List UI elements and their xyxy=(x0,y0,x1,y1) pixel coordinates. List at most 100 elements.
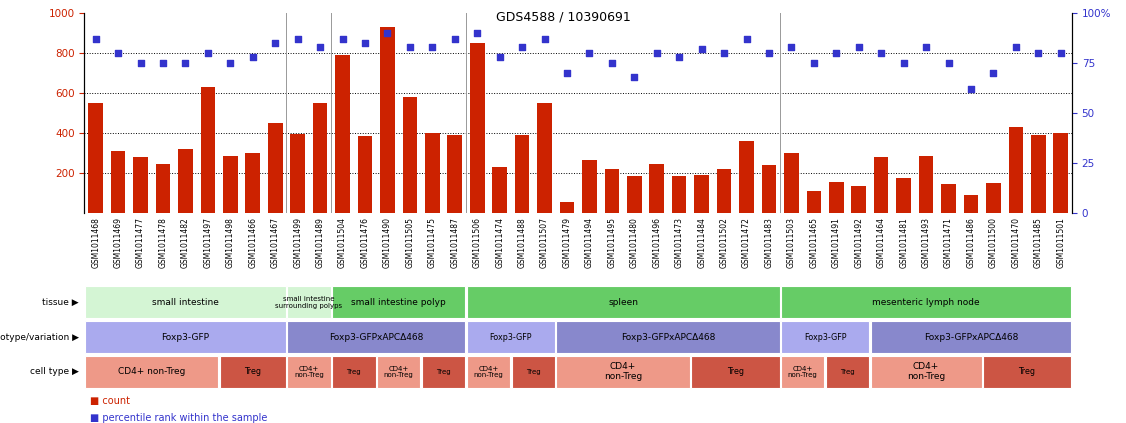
Bar xyxy=(537,103,552,213)
Point xyxy=(266,39,284,46)
Text: GSM1011506: GSM1011506 xyxy=(473,217,482,268)
Text: GSM1011473: GSM1011473 xyxy=(674,217,683,268)
Point xyxy=(783,44,801,50)
Point xyxy=(647,49,665,56)
Bar xyxy=(851,186,866,213)
Text: GSM1011484: GSM1011484 xyxy=(697,217,706,268)
Bar xyxy=(919,156,933,213)
Bar xyxy=(806,191,821,213)
Point xyxy=(513,44,531,50)
Point xyxy=(423,44,441,50)
Bar xyxy=(695,175,709,213)
Point xyxy=(1029,49,1047,56)
Text: Treg: Treg xyxy=(244,367,261,376)
Text: CD4+ non-Treg: CD4+ non-Treg xyxy=(118,367,186,376)
Bar xyxy=(287,321,465,353)
Point xyxy=(917,44,935,50)
Text: GSM1011485: GSM1011485 xyxy=(1034,217,1043,268)
Point xyxy=(87,36,105,42)
Bar xyxy=(86,286,286,319)
Text: GSM1011503: GSM1011503 xyxy=(787,217,796,268)
Point xyxy=(356,39,374,46)
Bar xyxy=(155,164,170,213)
Bar xyxy=(983,356,1071,388)
Text: CD4+
non-Treg: CD4+ non-Treg xyxy=(384,365,413,378)
Text: ■ percentile rank within the sample: ■ percentile rank within the sample xyxy=(90,413,268,423)
Bar xyxy=(964,195,978,213)
Text: GSM1011482: GSM1011482 xyxy=(181,217,190,267)
Text: small intestine
surrounding polyps: small intestine surrounding polyps xyxy=(276,296,342,309)
Point xyxy=(895,59,913,66)
Bar xyxy=(200,87,215,213)
Point xyxy=(446,36,464,42)
Bar xyxy=(466,321,555,353)
Text: GSM1011504: GSM1011504 xyxy=(338,217,347,268)
Bar xyxy=(605,169,619,213)
Text: GSM1011465: GSM1011465 xyxy=(810,217,819,268)
Text: GSM1011471: GSM1011471 xyxy=(944,217,953,268)
Bar xyxy=(287,356,331,388)
Bar xyxy=(784,153,798,213)
Bar xyxy=(740,141,753,213)
Text: GSM1011467: GSM1011467 xyxy=(270,217,279,268)
Bar xyxy=(941,184,956,213)
Text: Treg: Treg xyxy=(840,369,855,375)
Text: GDS4588 / 10390691: GDS4588 / 10390691 xyxy=(495,11,631,24)
Text: Foxp3-GFP: Foxp3-GFP xyxy=(490,332,533,342)
Point xyxy=(401,44,419,50)
Bar xyxy=(825,356,869,388)
Bar xyxy=(511,356,555,388)
Bar xyxy=(560,202,574,213)
Text: GSM1011470: GSM1011470 xyxy=(1011,217,1020,268)
Point xyxy=(1007,44,1025,50)
Point xyxy=(760,49,778,56)
Bar xyxy=(358,136,373,213)
Text: CD4+
non-Treg: CD4+ non-Treg xyxy=(604,363,642,381)
Point xyxy=(558,69,577,76)
Point xyxy=(222,59,240,66)
Point xyxy=(738,36,756,42)
Bar xyxy=(650,164,664,213)
Point xyxy=(468,29,486,36)
Point xyxy=(109,49,127,56)
Bar xyxy=(896,178,911,213)
Point xyxy=(378,29,396,36)
Text: Foxp3-GFPxAPCΔ468: Foxp3-GFPxAPCΔ468 xyxy=(923,332,1018,342)
Bar xyxy=(88,103,102,213)
Bar xyxy=(870,356,982,388)
Text: GSM1011483: GSM1011483 xyxy=(765,217,774,268)
Bar xyxy=(268,123,283,213)
Bar xyxy=(691,356,779,388)
Text: GSM1011495: GSM1011495 xyxy=(607,217,616,268)
Point xyxy=(536,36,554,42)
Bar xyxy=(556,321,779,353)
Point xyxy=(154,59,172,66)
Point xyxy=(602,59,620,66)
Point xyxy=(962,85,980,92)
Bar xyxy=(780,286,1071,319)
Text: GSM1011501: GSM1011501 xyxy=(1056,217,1065,268)
Text: Foxp3-GFP: Foxp3-GFP xyxy=(804,332,847,342)
Bar xyxy=(780,356,824,388)
Bar xyxy=(422,356,465,388)
Bar xyxy=(332,286,465,319)
Bar xyxy=(1031,135,1046,213)
Text: GSM1011464: GSM1011464 xyxy=(877,217,886,268)
Text: GSM1011505: GSM1011505 xyxy=(405,217,414,268)
Bar xyxy=(245,153,260,213)
Text: GSM1011476: GSM1011476 xyxy=(360,217,369,268)
Bar xyxy=(291,134,305,213)
Bar xyxy=(86,356,218,388)
Text: GSM1011507: GSM1011507 xyxy=(540,217,549,268)
Point xyxy=(715,49,733,56)
Point xyxy=(939,59,957,66)
Bar xyxy=(470,43,484,213)
Text: small intestine polyp: small intestine polyp xyxy=(351,298,446,307)
Bar xyxy=(403,97,417,213)
Text: Treg: Treg xyxy=(526,369,540,375)
Text: GSM1011468: GSM1011468 xyxy=(91,217,100,268)
Bar xyxy=(515,135,529,213)
Text: Foxp3-GFP: Foxp3-GFP xyxy=(161,332,209,342)
Bar xyxy=(874,157,888,213)
Point xyxy=(873,49,891,56)
